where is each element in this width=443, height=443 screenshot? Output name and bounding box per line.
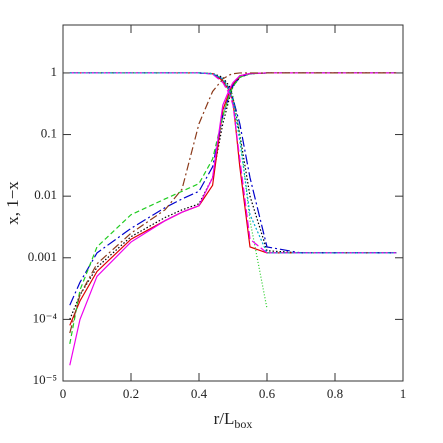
curve <box>69 72 397 334</box>
plot-frame <box>62 24 404 382</box>
curve <box>69 72 397 326</box>
x-tick-label: 0.4 <box>191 386 208 401</box>
y-tick-label: 0.001 <box>28 249 57 264</box>
y-tick-label: 1 <box>51 64 58 79</box>
x-tick-label: 1 <box>400 386 407 401</box>
curve <box>69 72 397 345</box>
curve <box>69 72 397 254</box>
curve <box>69 72 397 320</box>
y-tick-label: 0.01 <box>34 187 57 202</box>
curve <box>69 72 397 254</box>
x-tick-label: 0.8 <box>327 386 343 401</box>
x-tick-label: 0.2 <box>123 386 139 401</box>
x-tick-label: 0.6 <box>259 386 276 401</box>
x-axis-title-sub: box <box>234 417 252 431</box>
x-axis-title-main: r/L <box>214 409 235 428</box>
y-tick-label: 10⁻⁵ <box>33 372 57 387</box>
y-axis-title: x, 1−x <box>3 181 22 225</box>
curve <box>69 72 397 366</box>
x-tick-label: 0 <box>60 386 67 401</box>
y-tick-label: 0.1 <box>41 126 57 141</box>
x-axis-title: r/Lbox <box>214 409 253 431</box>
y-tick-label: 10⁻⁴ <box>33 310 58 325</box>
